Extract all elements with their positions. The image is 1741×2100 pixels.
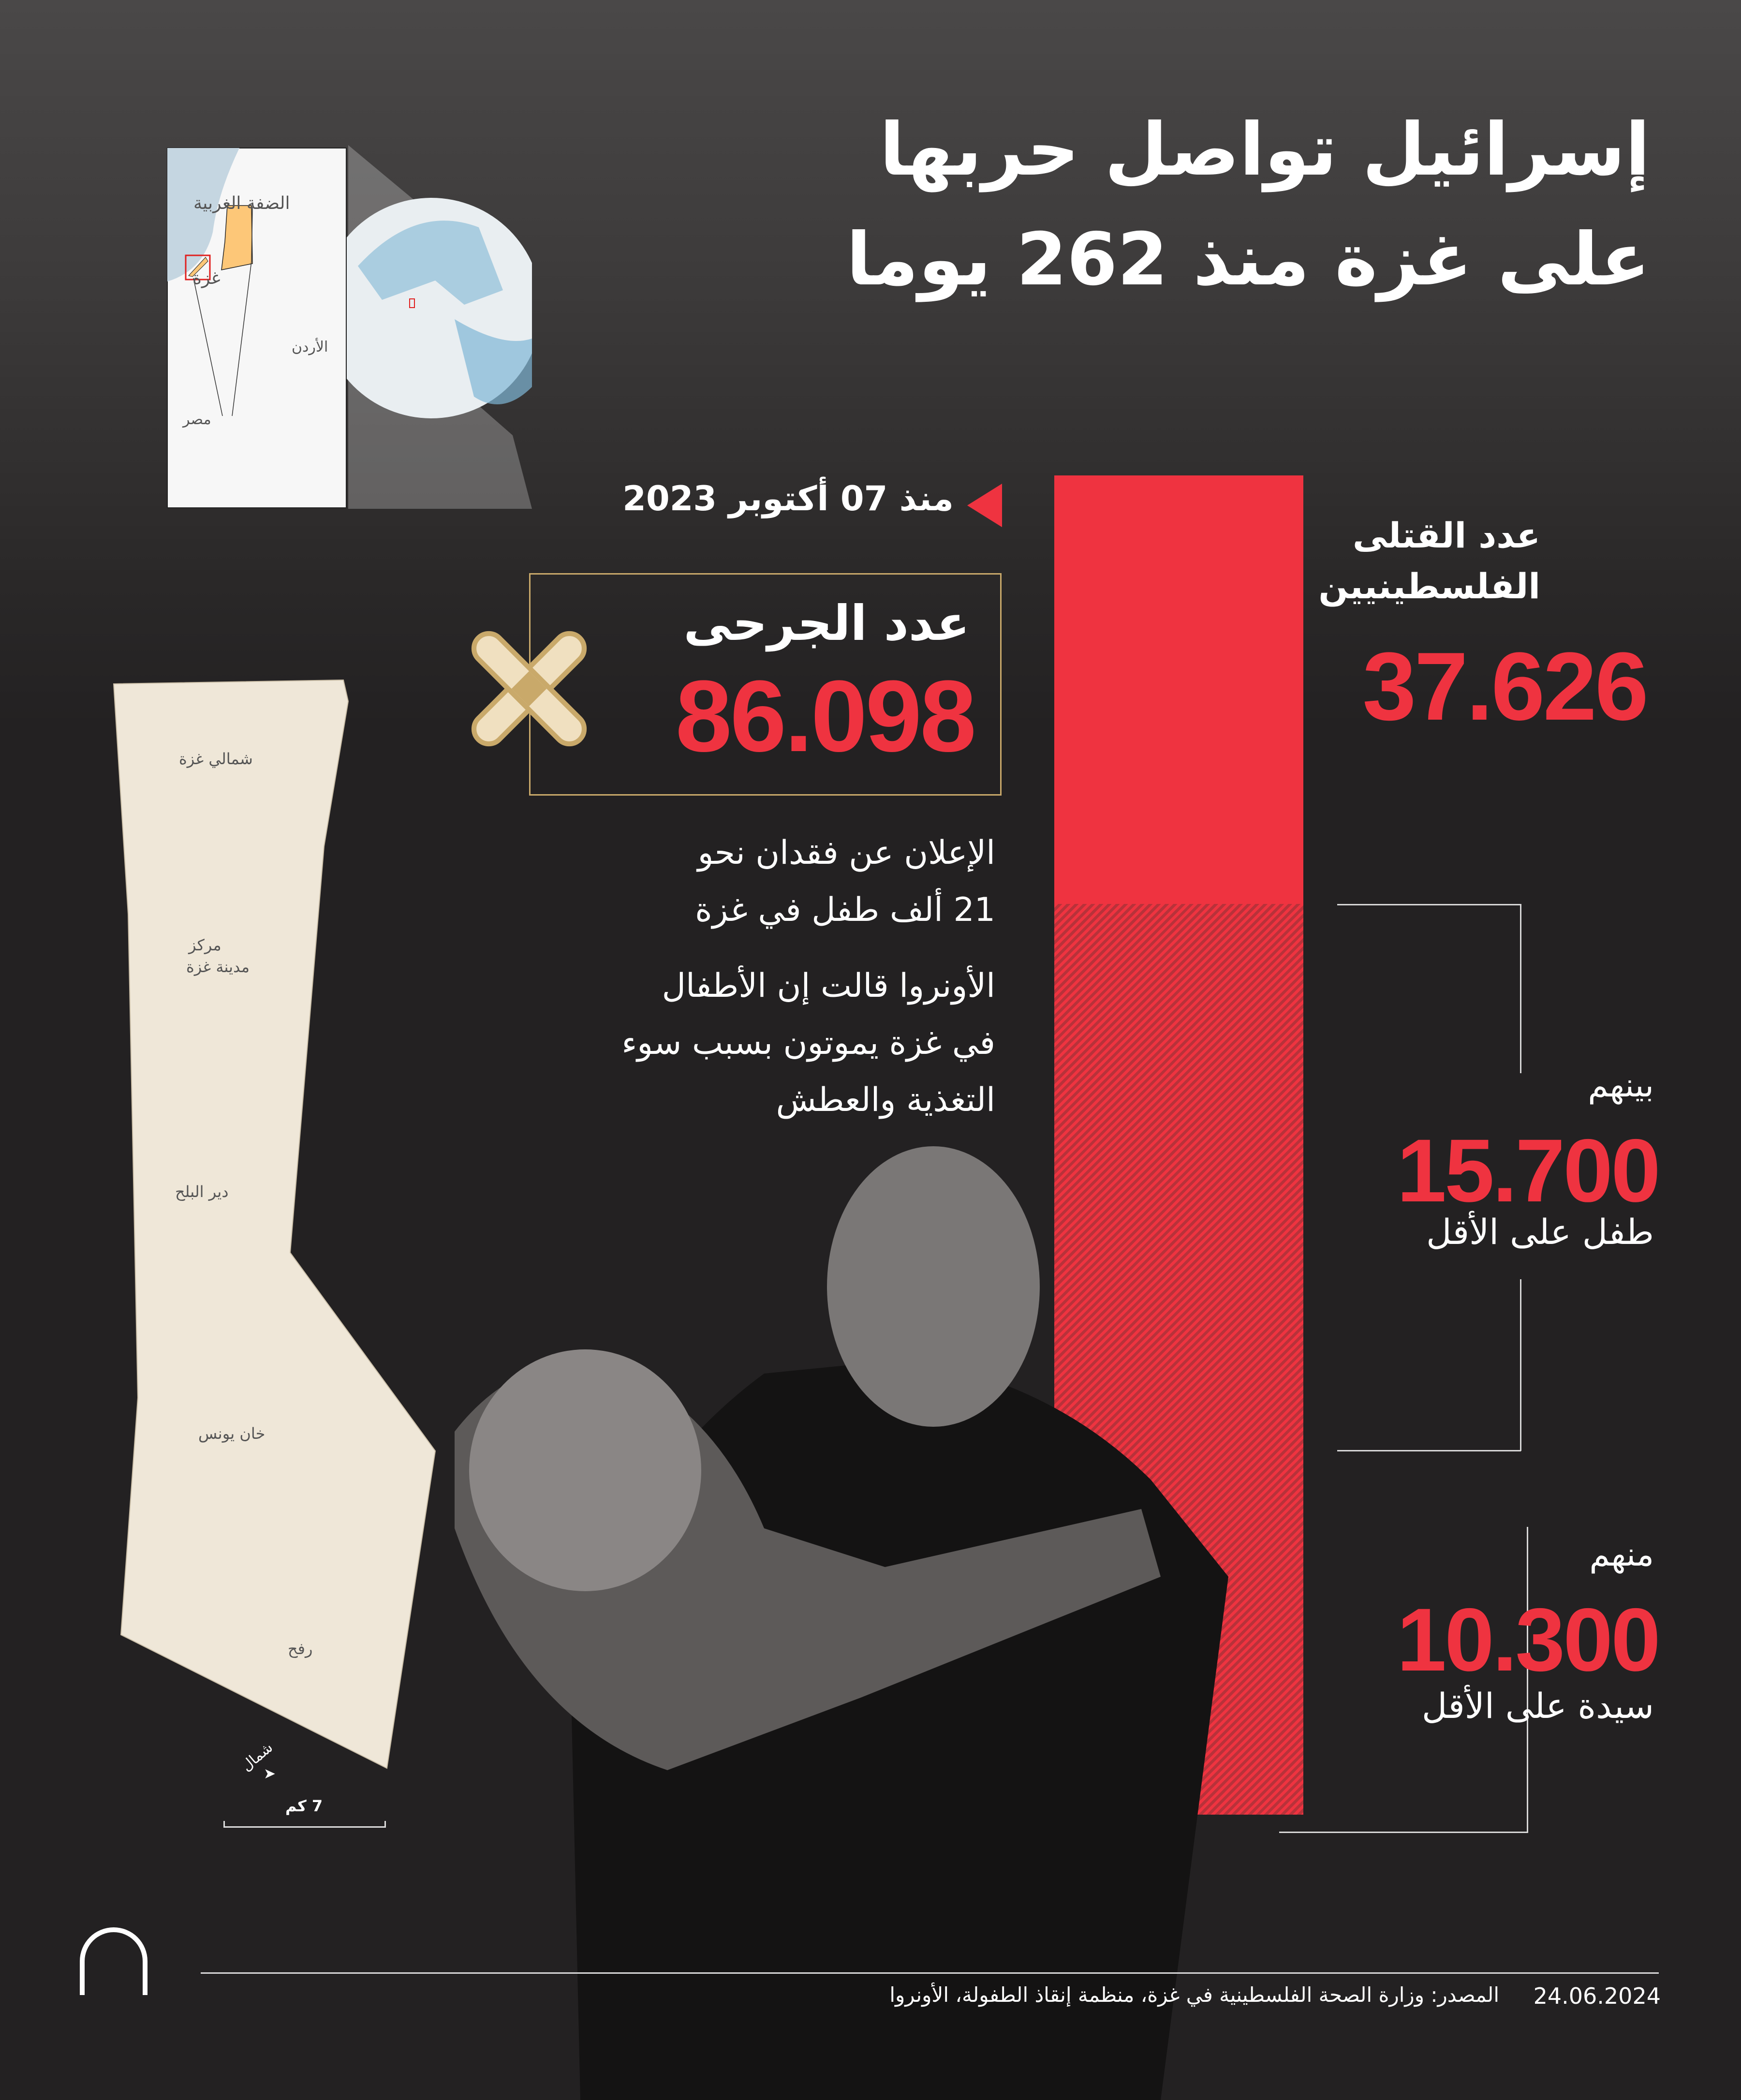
bandage-icon [471,631,587,747]
bracket-line [1337,1450,1521,1451]
gaza-label-rafah: رفح [288,1640,313,1658]
gaza-label-deir-al-balah: دير البلح [175,1183,229,1201]
since-date: منذ 07 أكتوبر 2023 [622,479,954,518]
label-egypt: مصر [183,411,211,428]
bracket-line [1520,904,1521,1073]
gaza-label-khan-younis: خان يونس [198,1424,266,1443]
children-value: 15.700 [1397,1121,1661,1221]
women-value: 10.300 [1397,1590,1661,1690]
children-prefix: بينهم [1588,1066,1654,1105]
women-suffix: سيدة على الأقل [1421,1686,1654,1726]
aa-logo [80,1927,148,1995]
injured-value: 86.098 [675,659,976,773]
killed-bar [1054,475,1303,904]
gaza-label-city-2: مدينة غزة [186,958,250,976]
note-1-line-2: 21 ألف طفل في غزة [695,891,995,929]
footer-date: 24.06.2024 [1533,1983,1661,2009]
note-2-line-1: الأونروا قالت إن الأطفال [662,967,995,1005]
injured-label: عدد الجرحى [683,595,970,651]
label-jordan: الأردن [292,339,328,355]
scale-label: 7 كم [285,1797,323,1815]
bracket-line [1520,1279,1521,1451]
bracket-line [1527,1527,1528,1833]
killed-label-line-2: الفلسطينيين [1318,566,1540,606]
note-2-line-2: في غزة يموتون بسبب سوء [621,1024,995,1062]
gaza-strip-map [113,679,436,1769]
children-suffix: طفل على الأقل [1426,1212,1654,1252]
pointer-triangle-icon [967,484,1002,527]
label-west-bank: الضفة الغربية [193,193,290,213]
footer-source: المصدر: وزارة الصحة الفلسطينية في غزة، م… [889,1983,1499,2007]
gaza-label-city-1: مركز [189,936,221,954]
note-unrwa: الأونروا قالت إن الأطفال في غزة يموتون ب… [621,958,995,1129]
women-prefix: منهم [1589,1536,1654,1574]
label-gaza: غزة [192,268,221,288]
footer-divider [201,1972,1659,1974]
scale-bar [223,1821,386,1828]
gaza-label-north: شمالي غزة [179,750,253,768]
note-1-line-1: الإعلان عن فقدان نحو [697,834,995,872]
photo-man-carrying-child [455,1146,1228,2100]
region-map [167,145,532,509]
title-line-2: على غزة منذ 262 يوما [846,218,1650,302]
killed-label-line-1: عدد القتلى [1353,515,1540,556]
note-2-line-3: التغذية والعطش [776,1081,995,1119]
north-arrow-icon: ➤ [264,1765,276,1782]
note-missing-children: الإعلان عن فقدان نحو 21 ألف طفل في غزة [695,825,995,939]
killed-value: 37.626 [1362,633,1649,740]
bracket-line [1279,1832,1528,1833]
title-line-1: إسرائيل تواصل حربها [879,108,1650,192]
bracket-line [1337,904,1521,905]
